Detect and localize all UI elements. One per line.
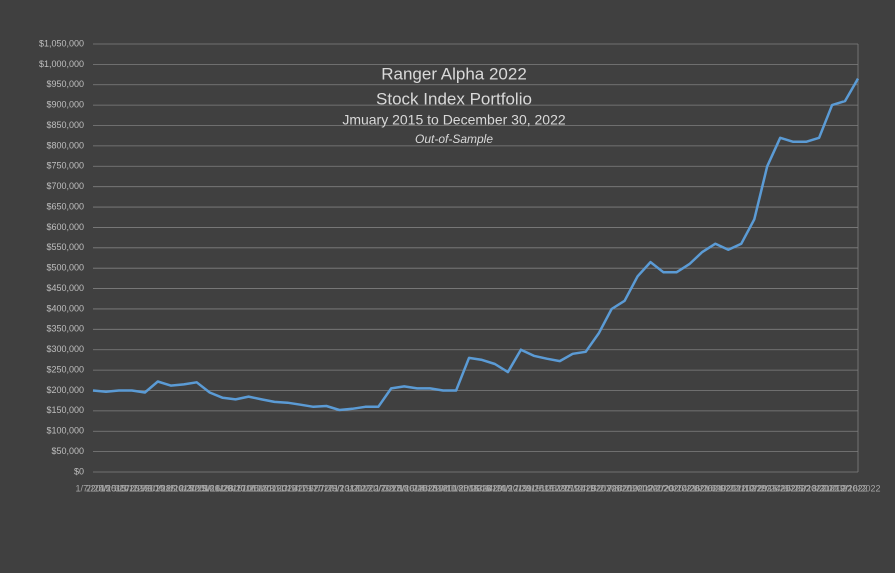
x-tick-label: 7/4/2018	[413, 483, 448, 493]
x-tick-label: 12/16/2015	[161, 483, 206, 493]
note: Out-of-Sample	[415, 132, 493, 146]
x-tick-label: 12/20/2017	[356, 483, 401, 493]
x-tick-label: 10/10/2018	[434, 483, 479, 493]
y-tick-label: $950,000	[46, 79, 84, 89]
y-tick-label: $700,000	[46, 181, 84, 191]
x-tick-label: 3/6/2019	[477, 483, 512, 493]
x-tick-label: 9/13/2017	[332, 483, 372, 493]
x-tick-label: 6/7/2017	[309, 483, 344, 493]
x-tick-label: 12/29/2021	[745, 483, 790, 493]
x-tick-label: 10/28/2015	[148, 483, 193, 493]
line-series	[92, 77, 860, 412]
x-tick-label: 7/31/2019	[514, 483, 554, 493]
x-tick-label: 3/23/2016	[190, 483, 230, 493]
x-tick-label: 9/9/2015	[140, 483, 175, 493]
x-tick-label: 7/13/2022	[799, 483, 839, 493]
x-tick-label: 2/7/2018	[374, 483, 409, 493]
y-tick-label: $250,000	[46, 364, 84, 374]
y-tick-label: $1,000,000	[39, 59, 84, 69]
y-tick-label: $650,000	[46, 201, 84, 211]
y-tick-label: $350,000	[46, 324, 84, 334]
y-tick-label: $0	[74, 466, 84, 476]
chart-title: Ranger Alpha 2022	[381, 64, 527, 83]
x-tick-label: 6/29/2016	[216, 483, 256, 493]
x-tick-label: 2/25/2015	[86, 483, 126, 493]
y-tick-label: $1,050,000	[39, 38, 84, 48]
y-tick-label: $550,000	[46, 242, 84, 252]
x-tick-label: 12/16/2022	[835, 483, 880, 493]
x-tick-label: 7/26/2017	[319, 483, 359, 493]
x-tick-label: 3/10/2021	[669, 483, 709, 493]
x-tick-label: 2/16/2022	[760, 483, 800, 493]
x-tick-label: 1/20/2021	[656, 483, 696, 493]
x-tick-label: 5/16/2018	[397, 483, 437, 493]
y-tick-label: $150,000	[46, 405, 84, 415]
x-tick-label: 11/1/2017	[346, 483, 385, 493]
x-tick-label: 11/10/2021	[732, 483, 776, 493]
x-tick-label: 8/31/2022	[812, 483, 852, 493]
x-tick-label: 8/17/2016	[229, 483, 269, 493]
chart-subtitle: Stock Index Portfolio	[376, 89, 532, 108]
x-tick-label: 11/28/2018	[447, 483, 491, 493]
x-tick-label: 5/25/2022	[786, 483, 826, 493]
x-tick-label: 4/19/2017	[293, 483, 333, 493]
x-tick-label: 10/19/2022	[823, 483, 868, 493]
x-tick-label: 4/28/2021	[682, 483, 722, 493]
x-tick-label: 9/22/2021	[721, 483, 761, 493]
x-tick-label: 6/3/2015	[114, 483, 149, 493]
x-tick-label: 8/22/2018	[423, 483, 463, 493]
x-tick-label: 7/22/2015	[125, 483, 165, 493]
x-tick-label: 1/11/2017	[268, 483, 307, 493]
y-tick-label: $50,000	[51, 446, 84, 456]
y-tick-label: $400,000	[46, 303, 84, 313]
x-tick-label: 9/18/2019	[527, 483, 567, 493]
x-tick-label: 1/16/2019	[462, 483, 502, 493]
x-tick-label: 8/26/2020	[618, 483, 658, 493]
x-tick-label: 12/2/2020	[643, 483, 683, 493]
x-tick-label: 8/4/2021	[711, 483, 746, 493]
x-tick-label: 11/23/2016	[252, 483, 296, 493]
y-tick-label: $100,000	[46, 426, 84, 436]
x-tick-label: 5/11/2016	[203, 483, 242, 493]
y-tick-label: $800,000	[46, 140, 84, 150]
x-tick-label: 2/3/2016	[179, 483, 214, 493]
x-tick-label: 3/1/2017	[283, 483, 318, 493]
x-tick-label: 1/7/2015	[75, 483, 110, 493]
x-tick-label: 7/8/2020	[607, 483, 642, 493]
x-tick-label: 4/15/2015	[99, 483, 139, 493]
y-tick-label: $900,000	[46, 100, 84, 110]
y-tick-label: $450,000	[46, 283, 84, 293]
y-tick-label: $200,000	[46, 385, 84, 395]
y-tick-label: $850,000	[46, 120, 84, 130]
x-tick-label: 6/16/2021	[695, 483, 735, 493]
x-tick-label: 2/12/2020	[566, 483, 606, 493]
y-tick-label: $750,000	[46, 161, 84, 171]
y-tick-label: $300,000	[46, 344, 84, 354]
x-tick-label: 4/6/2022	[776, 483, 811, 493]
x-tick-label: 11/6/2019	[540, 483, 579, 493]
x-tick-label: 10/5/2016	[242, 483, 282, 493]
x-tick-label: 3/28/2018	[384, 483, 424, 493]
x-tick-label: 5/20/2020	[592, 483, 632, 493]
x-tick-label: 6/12/2019	[501, 483, 541, 493]
x-tick-label: 4/1/2020	[581, 483, 616, 493]
x-tick-label: 4/24/2019	[488, 483, 528, 493]
y-tick-label: $600,000	[46, 222, 84, 232]
y-tick-label: $500,000	[46, 263, 84, 273]
date-range: Jmuary 2015 to December 30, 2022	[342, 112, 566, 128]
x-tick-label: 10/14/2020	[628, 483, 673, 493]
x-tick-label: 12/25/2019	[550, 483, 595, 493]
